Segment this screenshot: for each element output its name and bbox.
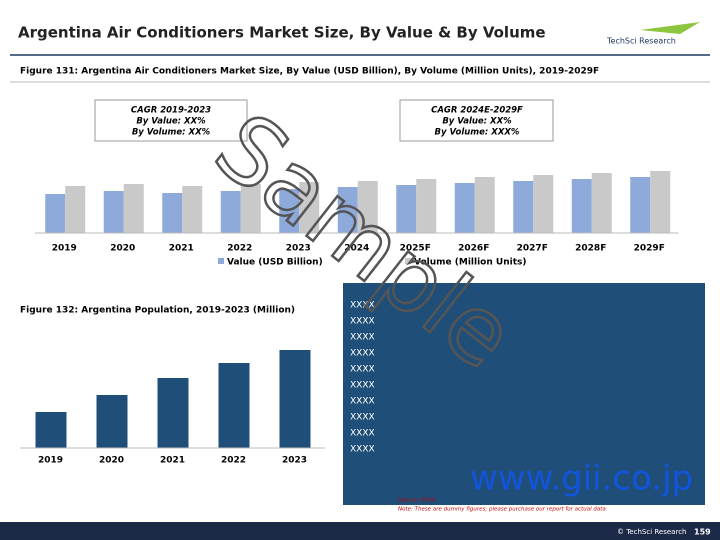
x-tick-label: 2029F — [634, 244, 665, 254]
bar — [454, 183, 475, 233]
x-tick-label: 2019 — [52, 244, 77, 254]
bar — [103, 191, 124, 233]
cagr-text: By Value: XX% — [136, 117, 206, 127]
note: Note: These are dummy figures; please pu… — [398, 507, 606, 513]
bar — [337, 187, 358, 233]
x-tick-label: 2023 — [282, 456, 307, 466]
bar — [35, 412, 67, 448]
text-box — [343, 283, 705, 505]
logo-text: TechSci Research — [606, 37, 676, 46]
box-line: XXXX — [350, 397, 375, 407]
x-tick-label: 2025F — [400, 244, 431, 254]
bar — [162, 193, 183, 233]
bar — [65, 186, 86, 233]
bar — [571, 179, 592, 233]
bar — [591, 173, 612, 233]
box-line: XXXX — [350, 381, 375, 391]
x-tick-label: 2020 — [110, 244, 135, 254]
bar — [357, 181, 378, 233]
source: Source: XXXX — [398, 498, 436, 504]
logo: TechSci Research — [606, 22, 700, 46]
bar — [157, 378, 189, 448]
cagr-box — [94, 99, 248, 142]
footer-bar — [0, 522, 720, 540]
bar — [279, 350, 311, 448]
legend-swatch — [405, 258, 411, 264]
bar — [123, 184, 144, 233]
bar — [396, 185, 417, 233]
figure-title: Figure 131: Argentina Air Conditioners M… — [20, 67, 599, 77]
box-line: XXXX — [350, 445, 375, 455]
box-line: XXXX — [350, 413, 375, 423]
bar — [45, 194, 66, 233]
box-line: XXXX — [350, 301, 375, 311]
cagr-text: CAGR 2024E-2029F — [431, 106, 523, 116]
legend-label: Volume (Million Units) — [414, 258, 526, 268]
page-number: 159 — [694, 528, 711, 537]
cagr-text: By Volume: XXX% — [435, 128, 520, 138]
box-line: XXXX — [350, 349, 375, 359]
cagr-box — [399, 99, 554, 142]
legend-swatch — [218, 258, 224, 264]
figure-title: Figure 132: Argentina Population, 2019-2… — [20, 306, 295, 316]
x-tick-label: 2021 — [169, 244, 194, 254]
x-tick-label: 2027F — [517, 244, 548, 254]
cagr-text: CAGR 2019-2023 — [131, 106, 211, 116]
page-title: Argentina Air Conditioners Market Size, … — [18, 24, 546, 42]
box-line: XXXX — [350, 317, 375, 327]
bar — [220, 191, 241, 233]
bar — [240, 184, 261, 233]
bar — [299, 182, 320, 233]
x-tick-label: 2021 — [160, 456, 185, 466]
bar — [218, 363, 250, 448]
copyright: © TechSci Research — [617, 528, 686, 536]
bar — [416, 179, 437, 233]
legend-label: Value (USD Billion) — [227, 258, 323, 268]
bar — [182, 186, 203, 233]
x-tick-label: 2028F — [575, 244, 606, 254]
bar — [96, 395, 128, 448]
x-tick-label: 2022 — [227, 244, 252, 254]
watermark-site: www.gii.co.jp — [470, 459, 693, 499]
x-tick-label: 2019 — [38, 456, 63, 466]
cagr-text: By Value: XX% — [442, 117, 512, 127]
box-line: XXXX — [350, 429, 375, 439]
cagr-text: By Volume: XX% — [132, 128, 211, 138]
x-tick-label: 2024 — [344, 244, 369, 254]
x-tick-label: 2022 — [221, 456, 246, 466]
x-tick-label: 2026F — [458, 244, 489, 254]
x-tick-label: 2020 — [99, 456, 124, 466]
bar — [533, 175, 554, 233]
bar — [474, 177, 495, 233]
bar — [650, 171, 671, 233]
bar — [630, 177, 651, 233]
x-tick-label: 2023 — [286, 244, 311, 254]
bar — [513, 181, 534, 233]
bar — [279, 189, 300, 233]
box-line: XXXX — [350, 365, 375, 375]
box-line: XXXX — [350, 333, 375, 343]
